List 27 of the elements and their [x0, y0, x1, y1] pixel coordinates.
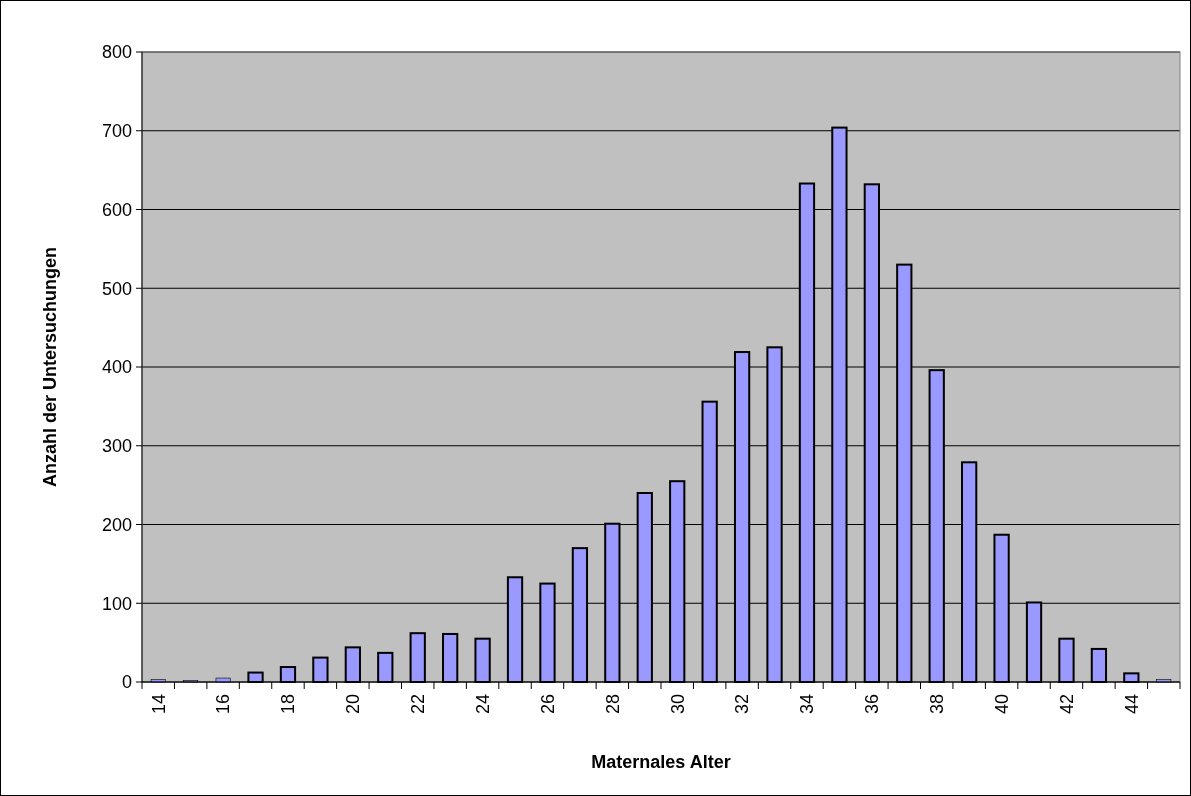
x-tick-label: 34 — [797, 694, 818, 715]
x-tick-label: 24 — [472, 694, 493, 715]
y-tick-label: 0 — [121, 672, 132, 693]
x-tick-label: 20 — [343, 694, 364, 715]
x-tick-label: 40 — [991, 694, 1012, 715]
x-tick-label: 26 — [537, 694, 558, 715]
x-tick-label: 36 — [862, 694, 883, 715]
x-tick-label: 32 — [732, 694, 753, 715]
x-tick-label: 38 — [927, 694, 948, 715]
y-axis-title: Anzahl der Untersuchungen — [40, 246, 60, 488]
x-tick-label: 22 — [408, 694, 429, 715]
y-tick-label: 700 — [101, 121, 132, 142]
x-tick-label: 14 — [148, 694, 169, 715]
y-tick-label: 200 — [101, 514, 132, 535]
y-tick-label: 300 — [101, 436, 132, 457]
x-tick-label: 42 — [1056, 694, 1077, 715]
x-tick-label: 44 — [1121, 694, 1142, 715]
y-tick-label: 400 — [101, 357, 132, 378]
x-tick-label: 30 — [667, 694, 688, 715]
x-tick-label: 16 — [213, 694, 234, 715]
y-tick-label: 600 — [101, 199, 132, 220]
y-tick-label: 800 — [101, 42, 132, 63]
x-tick-label: 18 — [278, 694, 299, 715]
x-axis-title: Maternales Alter — [591, 752, 731, 772]
y-tick-label: 500 — [101, 278, 132, 299]
y-tick-label: 100 — [101, 593, 132, 614]
x-tick-label: 28 — [602, 694, 623, 715]
